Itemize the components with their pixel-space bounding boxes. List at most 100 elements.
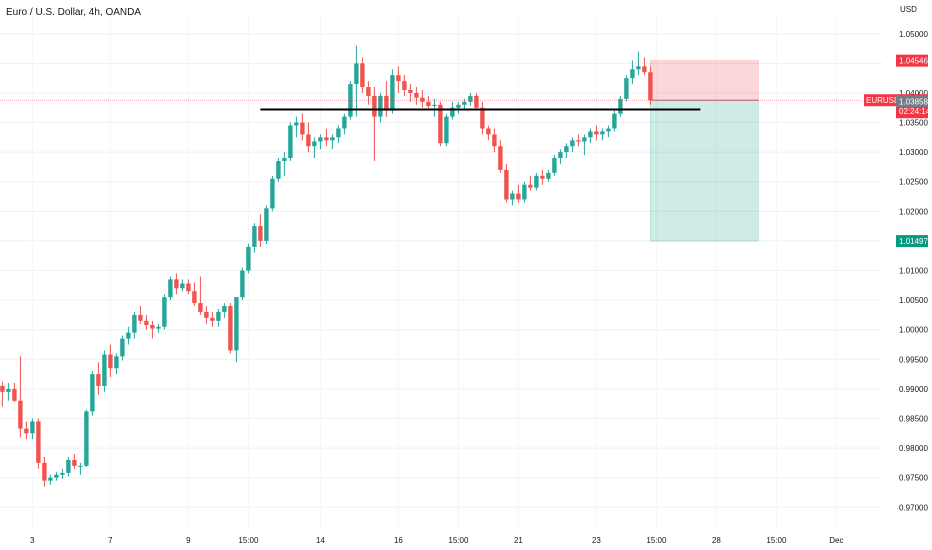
- take-profit-zone[interactable]: [650, 99, 759, 242]
- candle-body: [342, 116, 347, 129]
- price-axis[interactable]: USD 1.050001.045001.040001.035001.030001…: [899, 5, 928, 512]
- candle-body: [534, 175, 539, 188]
- candle-body: [54, 474, 59, 478]
- candle-body: [36, 421, 41, 463]
- candle-body: [162, 297, 167, 327]
- candle-body: [318, 137, 323, 142]
- candle-body: [432, 104, 437, 106]
- candle-body: [150, 324, 155, 329]
- symbol-tag: [864, 94, 896, 107]
- candle-body: [414, 92, 419, 98]
- short-position-tool[interactable]: [650, 60, 759, 242]
- candle-body: [558, 152, 563, 159]
- candle-body: [612, 113, 617, 129]
- y-tick-label: 1.02000: [899, 207, 928, 216]
- price-tag-label: 1.01497: [899, 237, 928, 246]
- candle-body: [174, 279, 179, 289]
- y-tick-label: 1.03500: [899, 119, 928, 128]
- candle-body: [438, 104, 443, 144]
- candle-body: [198, 303, 203, 312]
- price-tag-label: 1.04546: [899, 57, 928, 66]
- y-tick-label: 0.99500: [899, 355, 928, 364]
- candle-body: [276, 161, 281, 179]
- candle-body: [528, 184, 533, 188]
- candle-body: [546, 172, 551, 179]
- x-tick-label: 7: [108, 536, 113, 545]
- candle-body: [426, 101, 431, 106]
- candle-body: [18, 400, 23, 429]
- y-tick-label: 1.05000: [899, 30, 928, 39]
- price-tag: [896, 95, 928, 108]
- candle-body: [396, 75, 401, 82]
- candle-body: [108, 354, 113, 369]
- candle-body: [180, 283, 185, 289]
- candle-body: [516, 193, 521, 200]
- candle-body: [264, 208, 269, 241]
- candle-body: [648, 72, 653, 101]
- candle-body: [114, 356, 119, 369]
- candle-body: [462, 101, 467, 105]
- price-tag: [896, 235, 928, 248]
- candle-body: [156, 326, 161, 329]
- candle-body: [540, 175, 545, 179]
- candle-body: [288, 125, 293, 159]
- candle-body: [522, 184, 527, 200]
- x-tick-label: 21: [514, 536, 523, 545]
- y-tick-label: 1.04000: [899, 89, 928, 98]
- candle-body: [246, 246, 251, 271]
- candle-body: [138, 314, 143, 321]
- stop-loss-zone[interactable]: [650, 60, 759, 101]
- candle-body: [72, 459, 77, 466]
- candle-body: [102, 354, 107, 386]
- candle-body: [312, 141, 317, 147]
- candle-body: [60, 472, 65, 475]
- x-tick-label: 9: [186, 536, 191, 545]
- candle-body: [270, 178, 275, 209]
- candle-body: [42, 462, 47, 481]
- candle-body: [588, 131, 593, 138]
- candle-body: [420, 97, 425, 102]
- candle-body: [222, 306, 227, 312]
- candle-body: [300, 122, 305, 135]
- candle-body: [552, 158, 557, 173]
- candle-body: [234, 297, 239, 351]
- x-tick-label: 3: [30, 536, 35, 545]
- candle-body: [600, 131, 605, 135]
- candle-body: [132, 314, 137, 333]
- candle-body: [192, 291, 197, 304]
- chart-title: Euro / U.S. Dollar, 4h, OANDA: [6, 7, 142, 18]
- candle-body: [78, 465, 83, 467]
- candle-body: [282, 158, 287, 162]
- candle-body: [594, 131, 599, 135]
- candle-body: [66, 459, 71, 473]
- y-tick-label: 1.03000: [899, 148, 928, 157]
- candles: [0, 45, 653, 487]
- symbol-tag-label: EURUSD: [866, 96, 900, 105]
- time-axis[interactable]: 3 7 9 15:00 14 16 15:00 21 23 15:00 28 15:00 Dec: [30, 536, 843, 545]
- candle-body: [570, 140, 575, 147]
- candle-body: [6, 388, 11, 392]
- x-tick-label: 16: [394, 536, 403, 545]
- candle-body: [228, 306, 233, 351]
- y-tick-label: 1.00000: [899, 326, 928, 335]
- candle-body: [366, 87, 371, 96]
- currency-label: USD: [900, 5, 917, 14]
- y-tick-label: 1.02500: [899, 178, 928, 187]
- price-tags: 1.04546EURUSD1.0387702:24:141.038581.014…: [864, 54, 931, 248]
- candle-body: [0, 385, 5, 392]
- candle-body: [576, 140, 581, 142]
- candle-body: [456, 104, 461, 108]
- candle-body: [480, 107, 485, 129]
- x-tick-label: 15:00: [766, 536, 787, 545]
- candle-body: [330, 137, 335, 141]
- y-tick-label: 0.98500: [899, 414, 928, 423]
- candle-body: [12, 388, 17, 401]
- candle-body: [492, 134, 497, 147]
- grid: [0, 16, 882, 528]
- candle-body: [618, 98, 623, 114]
- candle-body: [504, 169, 509, 200]
- candle-body: [144, 320, 149, 325]
- candle-body: [186, 283, 191, 292]
- candle-body: [564, 146, 569, 153]
